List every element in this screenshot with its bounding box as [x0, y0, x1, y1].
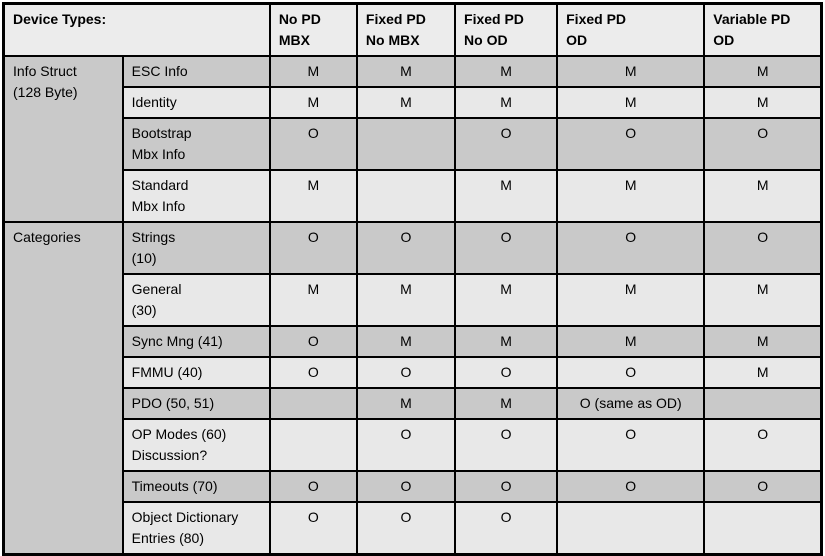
header-col-fixed-pd-od: Fixed PD OD: [556, 2, 706, 57]
value-cell: M: [454, 169, 559, 223]
value-cell: O: [268, 356, 358, 389]
value-cell: M: [703, 356, 823, 389]
value-cell: O: [556, 221, 706, 275]
value-cell: M: [454, 387, 559, 420]
row-label: OP Modes (60) Discussion?: [121, 418, 271, 472]
value-cell: O: [556, 356, 706, 389]
value-cell: O: [268, 325, 358, 358]
table-row: Bootstrap Mbx Info O O O O: [4, 117, 823, 171]
value-cell: [268, 387, 358, 420]
value-cell: O: [454, 501, 559, 556]
value-cell: O: [355, 470, 457, 503]
table-row: Info Struct (128 Byte) ESC Info M M M M …: [2, 55, 823, 223]
row-label: General (30): [121, 273, 271, 327]
value-cell: M: [454, 325, 559, 358]
header-col-variable-pd-od: Variable PD OD: [703, 2, 823, 57]
value-cell: M: [454, 273, 559, 327]
value-cell: M: [355, 86, 457, 119]
row-label: Timeouts (70): [121, 470, 271, 503]
table-row: Object Dictionary Entries (80) O O O: [4, 501, 823, 556]
value-cell: M: [556, 55, 706, 88]
value-cell: O: [556, 418, 706, 472]
group-label-info-struct: Info Struct (128 Byte): [2, 55, 124, 223]
value-cell: [703, 387, 823, 420]
value-cell: O: [454, 117, 559, 171]
value-cell: M: [703, 325, 823, 358]
table-row: Sync Mng (41) O M M M M: [4, 325, 823, 358]
value-cell: [703, 501, 823, 556]
table-row: Timeouts (70) O O O O O: [4, 470, 823, 503]
value-cell: M: [454, 86, 559, 119]
value-cell: [355, 169, 457, 223]
value-cell: O: [703, 418, 823, 472]
value-cell: [268, 418, 358, 472]
header-col-fixed-pd-no-mbx: Fixed PD No MBX: [355, 2, 457, 57]
value-cell: O: [355, 356, 457, 389]
row-label: ESC Info: [121, 55, 271, 88]
value-cell: O (same as OD): [556, 387, 706, 420]
value-cell: M: [268, 273, 358, 327]
row-label: Identity: [121, 86, 271, 119]
value-cell: O: [454, 418, 559, 472]
row-label: Bootstrap Mbx Info: [121, 117, 271, 171]
value-cell: M: [703, 169, 823, 223]
value-cell: O: [268, 117, 358, 171]
value-cell: O: [703, 221, 823, 275]
value-cell: O: [268, 470, 358, 503]
value-cell: O: [268, 221, 358, 275]
value-cell: [355, 117, 457, 171]
value-cell: M: [703, 86, 823, 119]
table-row: Identity M M M M M: [4, 86, 823, 119]
header-row: Device Types: No PD MBX Fixed PD No MBX …: [2, 2, 823, 57]
row-label: FMMU (40): [121, 356, 271, 389]
value-cell: M: [355, 387, 457, 420]
value-cell: O: [556, 117, 706, 171]
table-row: OP Modes (60) Discussion? O O O O: [4, 418, 823, 472]
value-cell: O: [454, 356, 559, 389]
value-cell: M: [556, 169, 706, 223]
value-cell: M: [556, 86, 706, 119]
row-label: Standard Mbx Info: [121, 169, 271, 223]
table-row: PDO (50, 51) M M O (same as OD): [4, 387, 823, 420]
value-cell: M: [355, 325, 457, 358]
value-cell: M: [556, 273, 706, 327]
value-cell: O: [355, 221, 457, 275]
header-col-no-pd-mbx: No PD MBX: [268, 2, 358, 57]
value-cell: M: [268, 55, 358, 88]
row-label: Object Dictionary Entries (80): [121, 501, 271, 556]
value-cell: O: [703, 117, 823, 171]
value-cell: O: [268, 501, 358, 556]
value-cell: [556, 501, 706, 556]
row-label: PDO (50, 51): [121, 387, 271, 420]
value-cell: O: [355, 501, 457, 556]
group-label-categories: Categories: [2, 221, 124, 556]
value-cell: M: [268, 86, 358, 119]
header-col-fixed-pd-no-od: Fixed PD No OD: [454, 2, 559, 57]
value-cell: O: [556, 470, 706, 503]
row-label: Strings (10): [121, 221, 271, 275]
table-row: FMMU (40) O O O O M: [4, 356, 823, 389]
value-cell: M: [556, 325, 706, 358]
table-row: General (30) M M M M M: [4, 273, 823, 327]
table-row: Categories Strings (10) O O O O O: [2, 221, 823, 556]
value-cell: M: [703, 55, 823, 88]
value-cell: O: [703, 470, 823, 503]
value-cell: O: [355, 418, 457, 472]
row-label: Sync Mng (41): [121, 325, 271, 358]
table-row: Standard Mbx Info M M M M: [4, 169, 823, 223]
value-cell: M: [454, 55, 559, 88]
value-cell: M: [268, 169, 358, 223]
value-cell: M: [703, 273, 823, 327]
header-device-types: Device Types:: [2, 2, 271, 57]
value-cell: O: [454, 470, 559, 503]
value-cell: M: [355, 55, 457, 88]
value-cell: O: [454, 221, 559, 275]
value-cell: M: [355, 273, 457, 327]
